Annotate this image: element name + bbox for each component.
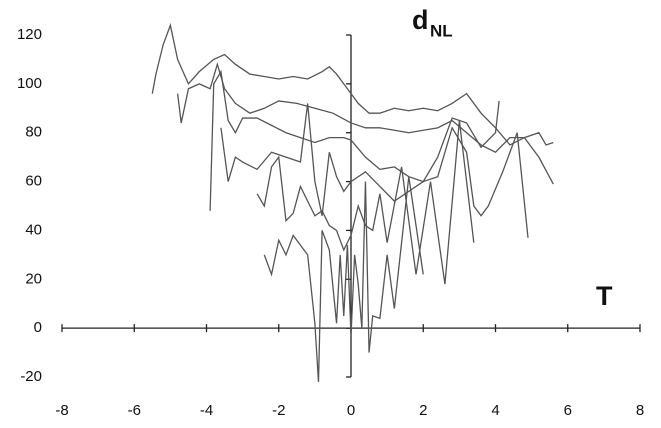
data-line — [263, 176, 424, 382]
x-tick-label: 6 — [564, 402, 572, 419]
y-axis-title-subscript: NL — [430, 21, 453, 40]
y-tick-label: 60 — [25, 173, 42, 190]
x-tick-label: -2 — [272, 402, 285, 419]
y-tick-label: 0 — [34, 319, 42, 336]
y-tick-label: 120 — [17, 26, 42, 43]
y-axis-title: d — [412, 5, 429, 35]
y-tick-label: 80 — [25, 124, 42, 141]
x-tick-label: -8 — [55, 402, 68, 419]
y-tick-label: 40 — [25, 221, 42, 238]
data-line — [151, 22, 554, 146]
x-tick-label: 0 — [347, 402, 355, 419]
x-axis-title: T — [596, 281, 613, 311]
y-tick-label: 100 — [17, 75, 42, 92]
data-line — [220, 103, 529, 238]
x-tick-label: -4 — [200, 402, 213, 419]
data-line — [209, 69, 500, 211]
y-tick-label: 20 — [25, 270, 42, 287]
data-line — [176, 62, 554, 185]
x-tick-label: 2 — [419, 402, 427, 419]
data-line — [256, 120, 475, 285]
x-tick-label: 4 — [491, 402, 499, 419]
x-tick-label: 8 — [636, 402, 644, 419]
x-tick-label: -6 — [128, 402, 141, 419]
y-tick-label: -20 — [20, 368, 42, 385]
